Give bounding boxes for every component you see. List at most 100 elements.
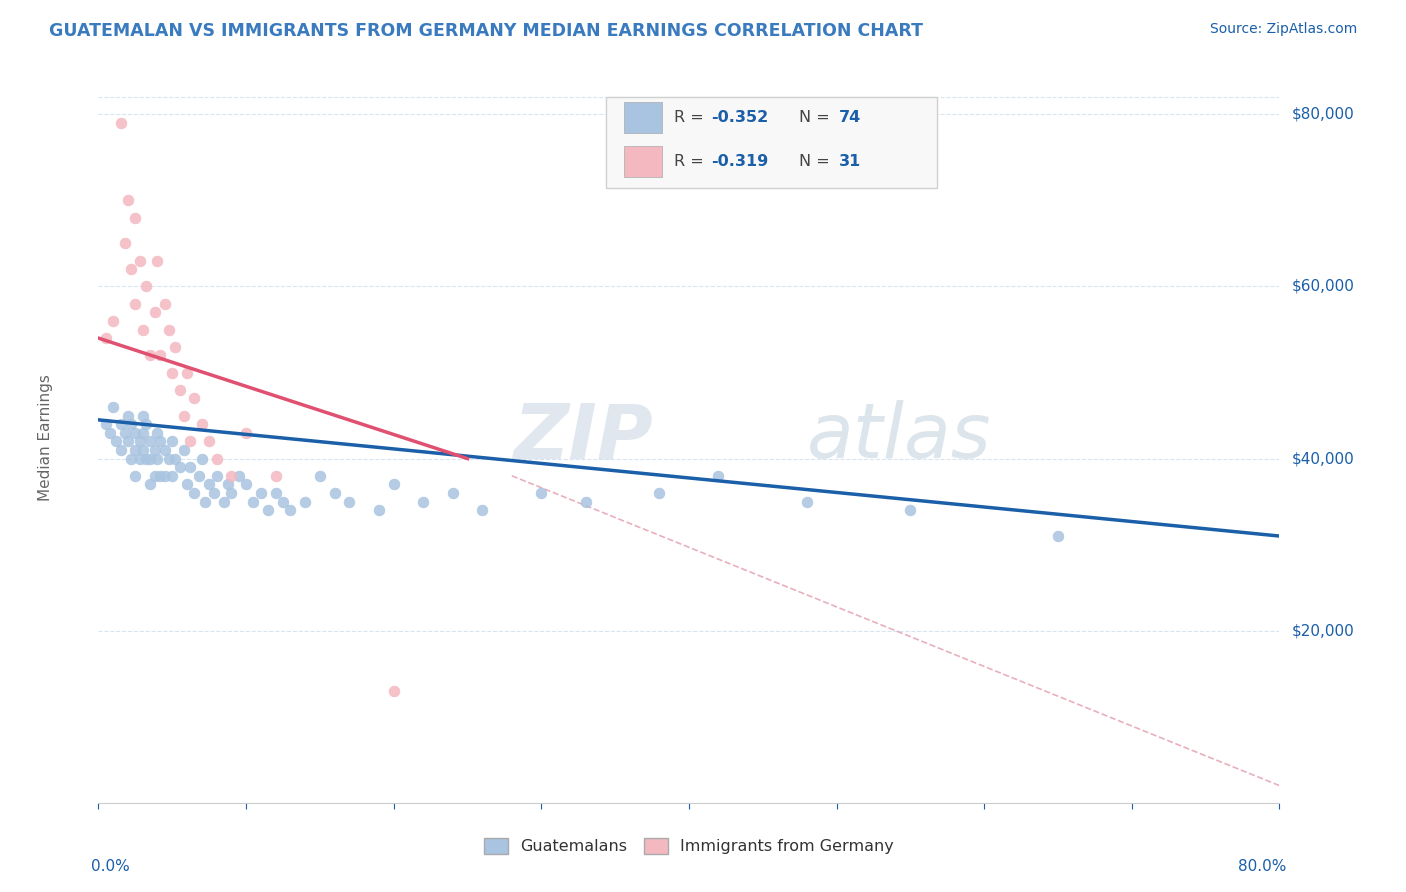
- Text: -0.319: -0.319: [711, 153, 769, 169]
- Point: [323, 486, 346, 500]
- Point: [132, 442, 155, 457]
- Point: [309, 468, 332, 483]
- Point: [143, 442, 166, 457]
- Point: [368, 503, 391, 517]
- Point: [179, 434, 201, 449]
- Point: [124, 211, 146, 225]
- Point: [191, 451, 214, 466]
- Point: [124, 442, 146, 457]
- Point: [149, 348, 172, 362]
- Point: [135, 417, 157, 432]
- Text: $60,000: $60,000: [1291, 279, 1354, 294]
- Text: Median Earnings: Median Earnings: [38, 374, 53, 500]
- Point: [194, 494, 217, 508]
- Point: [114, 425, 136, 440]
- Point: [120, 451, 142, 466]
- Point: [176, 477, 198, 491]
- Point: [149, 468, 172, 483]
- Point: [117, 194, 139, 208]
- Point: [235, 425, 257, 440]
- Point: [149, 434, 172, 449]
- Text: 74: 74: [839, 111, 862, 125]
- FancyBboxPatch shape: [624, 103, 662, 133]
- Point: [135, 451, 157, 466]
- Point: [212, 494, 235, 508]
- Point: [132, 425, 155, 440]
- Text: Source: ZipAtlas.com: Source: ZipAtlas.com: [1209, 22, 1357, 37]
- Point: [139, 348, 162, 362]
- Text: GUATEMALAN VS IMMIGRANTS FROM GERMANY MEDIAN EARNINGS CORRELATION CHART: GUATEMALAN VS IMMIGRANTS FROM GERMANY ME…: [49, 22, 924, 40]
- Point: [257, 503, 280, 517]
- Point: [105, 434, 128, 449]
- Point: [153, 296, 176, 310]
- Point: [162, 468, 183, 483]
- Point: [191, 417, 214, 432]
- Point: [173, 442, 195, 457]
- Text: N =: N =: [799, 111, 835, 125]
- Point: [228, 468, 250, 483]
- Point: [114, 236, 136, 251]
- Point: [707, 468, 730, 483]
- Text: N =: N =: [799, 153, 835, 169]
- Text: atlas: atlas: [807, 401, 991, 474]
- Point: [294, 494, 316, 508]
- Point: [179, 460, 201, 475]
- Point: [471, 503, 494, 517]
- Legend: Guatemalans, Immigrants from Germany: Guatemalans, Immigrants from Germany: [478, 831, 900, 861]
- Text: ZIP: ZIP: [513, 401, 654, 474]
- Point: [205, 451, 228, 466]
- Point: [441, 486, 464, 500]
- Point: [162, 434, 183, 449]
- Point: [132, 409, 155, 423]
- Point: [120, 417, 142, 432]
- Text: 80.0%: 80.0%: [1239, 859, 1286, 874]
- Point: [198, 434, 221, 449]
- Point: [221, 486, 243, 500]
- Point: [157, 322, 180, 336]
- Point: [162, 366, 183, 380]
- Point: [271, 494, 294, 508]
- Point: [198, 477, 221, 491]
- Point: [98, 425, 121, 440]
- Point: [143, 305, 166, 319]
- Point: [264, 486, 287, 500]
- Point: [264, 468, 287, 483]
- Point: [146, 253, 169, 268]
- Point: [169, 383, 191, 397]
- Point: [110, 417, 132, 432]
- Point: [183, 392, 205, 406]
- FancyBboxPatch shape: [624, 146, 662, 177]
- Point: [139, 434, 162, 449]
- Point: [900, 503, 922, 517]
- Point: [648, 486, 671, 500]
- Point: [124, 468, 146, 483]
- Point: [173, 409, 195, 423]
- Point: [382, 684, 405, 698]
- Point: [135, 279, 157, 293]
- Text: $40,000: $40,000: [1291, 451, 1354, 467]
- Text: $20,000: $20,000: [1291, 624, 1354, 638]
- Point: [221, 468, 243, 483]
- Point: [1046, 529, 1070, 543]
- Point: [139, 477, 162, 491]
- Point: [235, 477, 257, 491]
- Point: [103, 400, 125, 414]
- Point: [110, 116, 132, 130]
- Point: [169, 460, 191, 475]
- Point: [94, 331, 117, 345]
- Point: [176, 366, 198, 380]
- Point: [128, 434, 150, 449]
- Point: [187, 468, 209, 483]
- Point: [280, 503, 302, 517]
- Point: [250, 486, 273, 500]
- Point: [120, 262, 142, 277]
- Point: [183, 486, 205, 500]
- Point: [128, 253, 150, 268]
- Point: [153, 468, 176, 483]
- Point: [146, 451, 169, 466]
- Point: [575, 494, 598, 508]
- Point: [796, 494, 818, 508]
- Point: [103, 314, 125, 328]
- Point: [117, 409, 139, 423]
- Point: [242, 494, 264, 508]
